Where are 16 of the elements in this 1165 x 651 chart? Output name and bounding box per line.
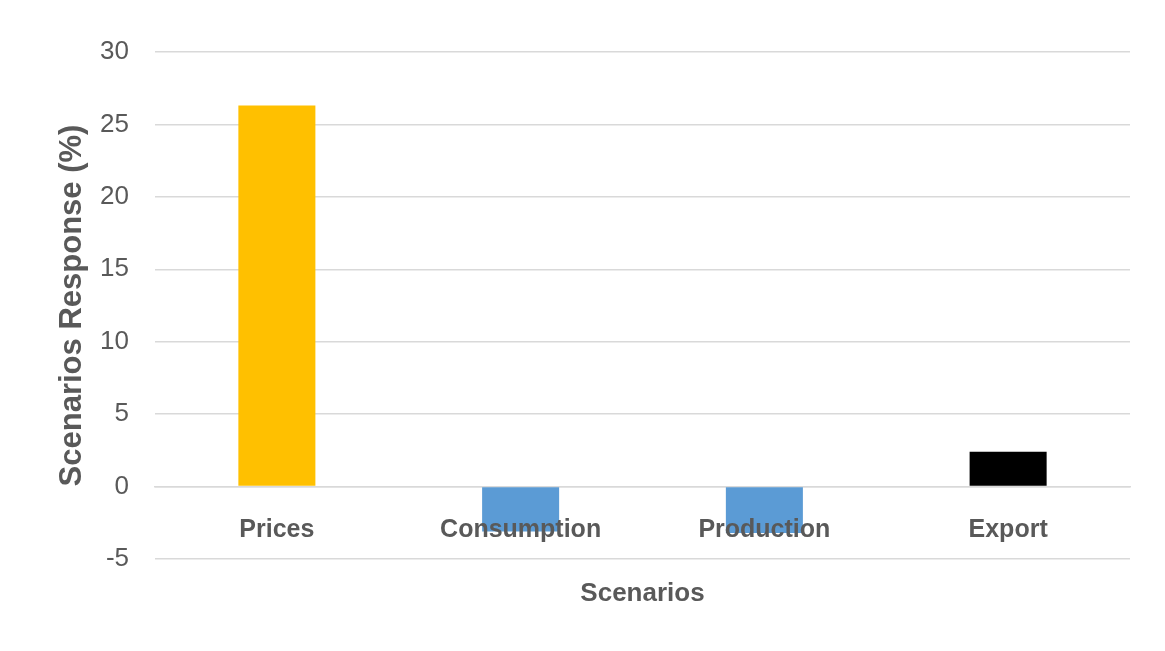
- x-tick-label: Consumption: [440, 514, 602, 543]
- y-tick-label: 5: [114, 397, 129, 428]
- x-tick-label: Export: [968, 514, 1049, 543]
- bar: [969, 451, 1047, 486]
- x-axis-title: Scenarios: [580, 577, 705, 608]
- y-axis-title: Scenarios Response (%): [53, 124, 89, 487]
- y-tick-label: -5: [105, 542, 129, 573]
- y-tick-label: 10: [100, 324, 129, 355]
- x-tick-label: Production: [698, 514, 831, 543]
- y-tick-label: 20: [100, 180, 129, 211]
- y-tick-label: 25: [100, 107, 129, 138]
- y-tick-label: 0: [114, 469, 129, 500]
- bar: [238, 105, 316, 486]
- y-tick-label: 30: [100, 35, 129, 66]
- x-tick-label: Prices: [239, 514, 315, 543]
- y-tick-label: 15: [100, 252, 129, 283]
